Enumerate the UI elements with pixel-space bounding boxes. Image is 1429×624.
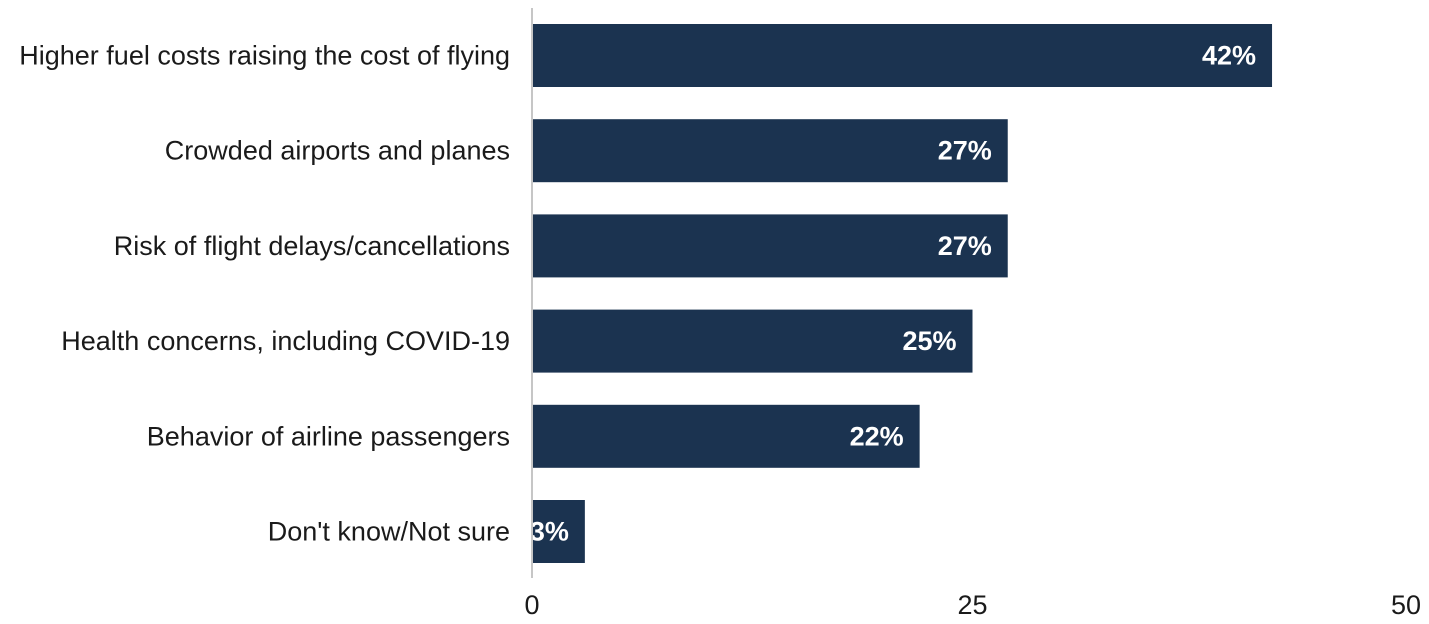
category-label: Risk of flight delays/cancellations: [114, 231, 510, 261]
category-label: Health concerns, including COVID-19: [61, 326, 510, 356]
x-axis-ticks-group: 0 25 50: [524, 590, 1421, 620]
category-label: Don't know/Not sure: [268, 517, 510, 547]
x-tick-label: 0: [524, 590, 539, 620]
bar-value-label: 42%: [1202, 41, 1256, 71]
x-tick-label: 25: [957, 590, 987, 620]
category-label: Behavior of airline passengers: [147, 421, 510, 451]
bar-value-label: 25%: [902, 326, 956, 356]
bar-4: [533, 309, 973, 373]
bar-value-label: 27%: [938, 136, 992, 166]
bar-2: [533, 119, 1008, 183]
bar-1: [533, 24, 1273, 87]
bar-value-label: 27%: [938, 231, 992, 261]
bar-6: [533, 500, 585, 563]
bar-3: [533, 214, 1008, 278]
category-labels-group: Higher fuel costs raising the cost of fl…: [19, 41, 510, 547]
category-label: Higher fuel costs raising the cost of fl…: [19, 41, 510, 71]
bar-value-label: 3%: [530, 517, 569, 547]
x-tick-label: 50: [1391, 590, 1421, 620]
bar-5: [533, 404, 920, 468]
category-label: Crowded airports and planes: [165, 136, 510, 166]
bars-group: 42% 27% 27% 25% 22% 3%: [530, 24, 1273, 563]
bar-value-label: 22%: [850, 421, 904, 451]
